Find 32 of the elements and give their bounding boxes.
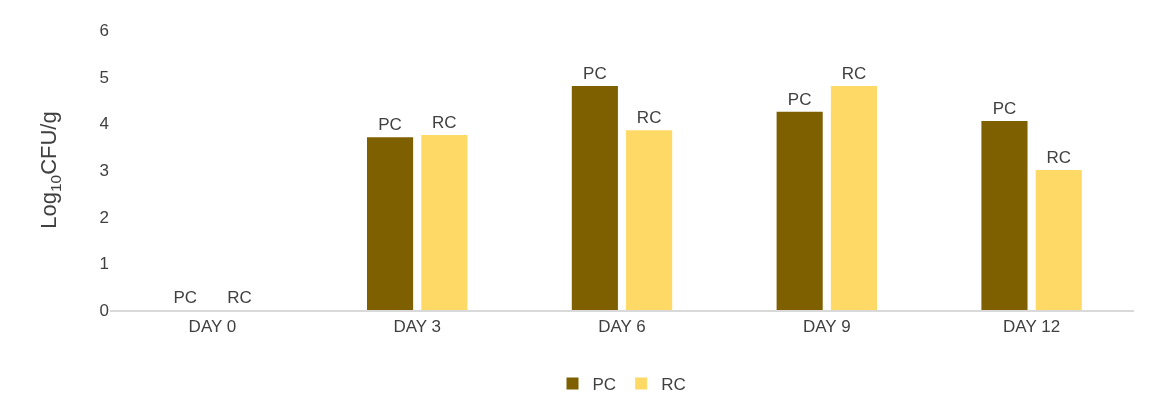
bar	[830, 86, 877, 310]
bar	[776, 111, 823, 310]
x-tick-label: DAY 12	[1003, 317, 1061, 337]
text: RC	[432, 113, 457, 132]
legend-label: RC	[661, 375, 686, 395]
text: RC	[227, 288, 252, 307]
y-tick-label: 4	[99, 114, 109, 134]
text: RC	[636, 108, 662, 128]
y-tick-label: 1	[99, 254, 109, 274]
x-tick-label: DAY 6	[598, 317, 646, 337]
text: PC	[173, 288, 198, 307]
bar	[571, 86, 618, 310]
y-tick-label: 2	[99, 207, 109, 227]
text: RC	[841, 64, 867, 83]
bar	[421, 135, 468, 310]
x-tick-label: DAY 0	[188, 317, 237, 337]
x-tick-label: DAY 9	[803, 317, 851, 337]
legend-label: PC	[592, 375, 617, 395]
text: PC	[787, 89, 812, 109]
text: PC	[378, 115, 402, 135]
y-tick-label: 6	[99, 20, 109, 40]
y-tick-label: 0	[99, 300, 109, 320]
y-tick-label: 5	[99, 67, 109, 87]
y-tick-label: 3	[99, 160, 109, 180]
text: PC	[992, 99, 1017, 118]
text: PC	[583, 64, 607, 83]
bar	[626, 130, 673, 310]
bar	[981, 121, 1028, 310]
text: RC	[1046, 148, 1072, 167]
bar	[367, 137, 414, 310]
bar	[1035, 170, 1082, 310]
x-tick-label: DAY 3	[393, 317, 441, 337]
